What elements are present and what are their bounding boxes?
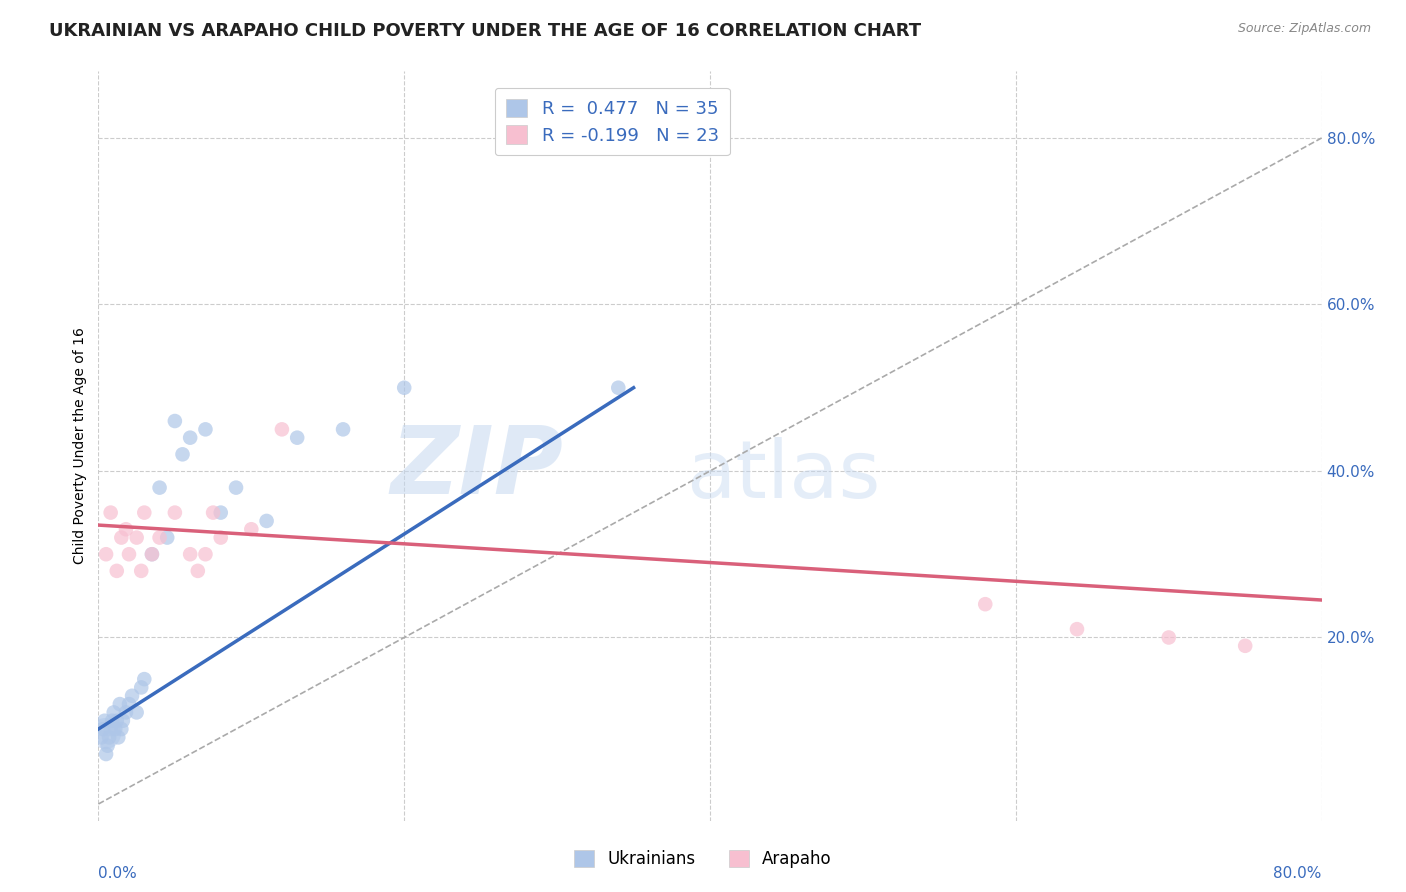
Point (103, 706, 125, 720)
Point (110, 722, 132, 736)
Point (607, 381, 630, 395)
Point (141, 547, 163, 561)
Point (149, 481, 172, 495)
Point (392, 381, 416, 395)
Legend: Ukrainians, Arapaho: Ukrainians, Arapaho (568, 843, 838, 875)
Point (1234, 639, 1257, 653)
Point (121, 689, 143, 703)
Point (100, 506, 122, 520)
Text: ZIP: ZIP (391, 423, 564, 515)
Point (100, 722, 122, 736)
Point (974, 597, 997, 611)
Point (98, 731, 121, 745)
Point (94, 747, 117, 761)
Point (118, 697, 141, 711)
Point (179, 431, 201, 445)
Point (209, 531, 232, 545)
Point (129, 564, 152, 578)
Point (93, 714, 115, 728)
Point (194, 422, 217, 436)
Point (125, 531, 148, 545)
Point (202, 506, 225, 520)
Point (270, 422, 292, 436)
Point (115, 706, 138, 720)
Point (134, 672, 156, 686)
Point (129, 681, 152, 695)
Y-axis label: Child Poverty Under the Age of 16: Child Poverty Under the Age of 16 (73, 327, 87, 565)
Point (1066, 622, 1088, 636)
Text: atlas: atlas (686, 437, 880, 515)
Point (115, 522, 138, 536)
Point (225, 481, 247, 495)
Point (125, 706, 148, 720)
Point (194, 547, 217, 561)
Point (110, 531, 132, 545)
Point (97, 739, 120, 753)
Point (163, 506, 186, 520)
Legend: R =  0.477   N = 35, R = -0.199   N = 23: R = 0.477 N = 35, R = -0.199 N = 23 (495, 88, 730, 155)
Point (105, 714, 128, 728)
Point (179, 547, 201, 561)
Point (111, 714, 134, 728)
Point (240, 522, 263, 536)
Point (285, 431, 308, 445)
Point (118, 547, 141, 561)
Point (172, 447, 194, 461)
Point (332, 422, 354, 436)
Point (1157, 631, 1180, 645)
Point (141, 547, 163, 561)
Point (105, 564, 128, 578)
Point (91, 722, 114, 736)
Point (93, 726, 115, 740)
Text: 0.0%: 0.0% (98, 866, 138, 881)
Point (156, 531, 179, 545)
Point (209, 506, 232, 520)
Point (256, 514, 278, 528)
Text: UKRAINIAN VS ARAPAHO CHILD POVERTY UNDER THE AGE OF 16 CORRELATION CHART: UKRAINIAN VS ARAPAHO CHILD POVERTY UNDER… (49, 22, 921, 40)
Point (108, 697, 131, 711)
Point (187, 564, 209, 578)
Point (101, 714, 124, 728)
Point (104, 722, 127, 736)
Point (149, 531, 172, 545)
Point (107, 731, 129, 745)
Point (90, 731, 112, 745)
Text: Source: ZipAtlas.com: Source: ZipAtlas.com (1237, 22, 1371, 36)
Text: 80.0%: 80.0% (1274, 866, 1322, 881)
Point (94, 547, 117, 561)
Point (163, 414, 186, 428)
Point (134, 506, 156, 520)
